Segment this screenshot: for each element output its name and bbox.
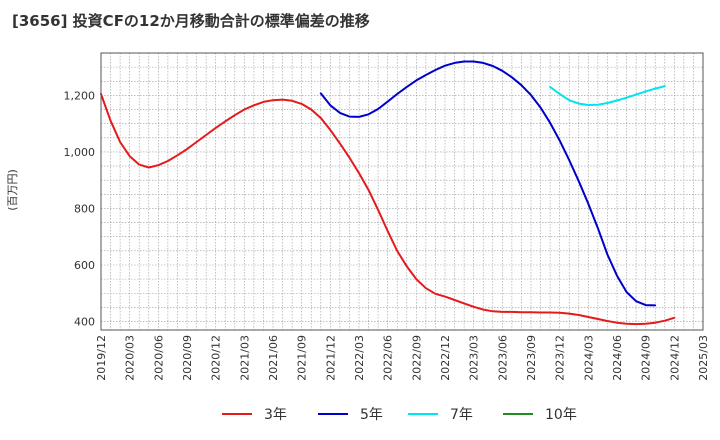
legend-label: 7年 <box>450 407 473 423</box>
x-tick-label: 2020/03 <box>124 335 137 381</box>
x-tick-label: 2023/03 <box>468 335 481 381</box>
y-tick-label: 800 <box>74 202 95 215</box>
x-tick-label: 2021/03 <box>238 335 251 381</box>
x-tick-label: 2023/09 <box>525 335 538 381</box>
x-tick-label: 2024/06 <box>611 335 624 381</box>
legend-label: 3年 <box>264 407 287 423</box>
x-tick-label: 2020/12 <box>210 335 223 381</box>
x-tick-label: 2024/03 <box>582 335 595 381</box>
x-tick-label: 2022/12 <box>439 335 452 381</box>
x-tick-label: 2020/06 <box>152 335 165 381</box>
series-lines <box>100 60 676 326</box>
legend: 3年 5年 7年 10年 <box>222 407 577 423</box>
x-tick-label: 2022/06 <box>382 335 395 381</box>
x-tick-label: 2024/12 <box>668 335 681 381</box>
x-tick-label: 2023/12 <box>554 335 567 381</box>
series-line-5年 <box>319 60 657 307</box>
chart-title: [3656] 投資CFの12か月移動合計の標準偏差の推移 <box>12 12 370 30</box>
x-tick-label: 2024/09 <box>640 335 653 381</box>
y-tick-label: 600 <box>74 259 95 272</box>
x-tick-label: 2022/09 <box>410 335 423 381</box>
x-tick-label: 2022/03 <box>353 335 366 381</box>
plot-frame <box>100 52 704 331</box>
x-tick-label: 2020/09 <box>181 335 194 381</box>
x-tick-label: 2021/09 <box>296 335 309 381</box>
x-tick-label: 2025/03 <box>697 335 710 381</box>
y-tick-label: 1,200 <box>64 89 96 102</box>
legend-label: 5年 <box>360 407 383 423</box>
x-tick-label: 2021/06 <box>267 335 280 381</box>
y-tick-label: 1,000 <box>64 146 96 159</box>
y-axis-label: (百万円) <box>6 169 19 211</box>
grid <box>100 53 704 330</box>
x-tick-label: 2023/06 <box>496 335 509 381</box>
legend-label: 10年 <box>545 407 577 423</box>
y-tick-label: 400 <box>74 316 95 329</box>
x-tick-label: 2019/12 <box>95 335 108 381</box>
axes: 400 600 800 1,000 1,200 2019/12 2020/03 2020/06… <box>64 89 711 380</box>
series-line-3年 <box>100 93 676 326</box>
x-tick-label: 2021/12 <box>324 335 337 381</box>
plot-area-border <box>100 52 704 331</box>
series-line-7年 <box>549 85 666 106</box>
